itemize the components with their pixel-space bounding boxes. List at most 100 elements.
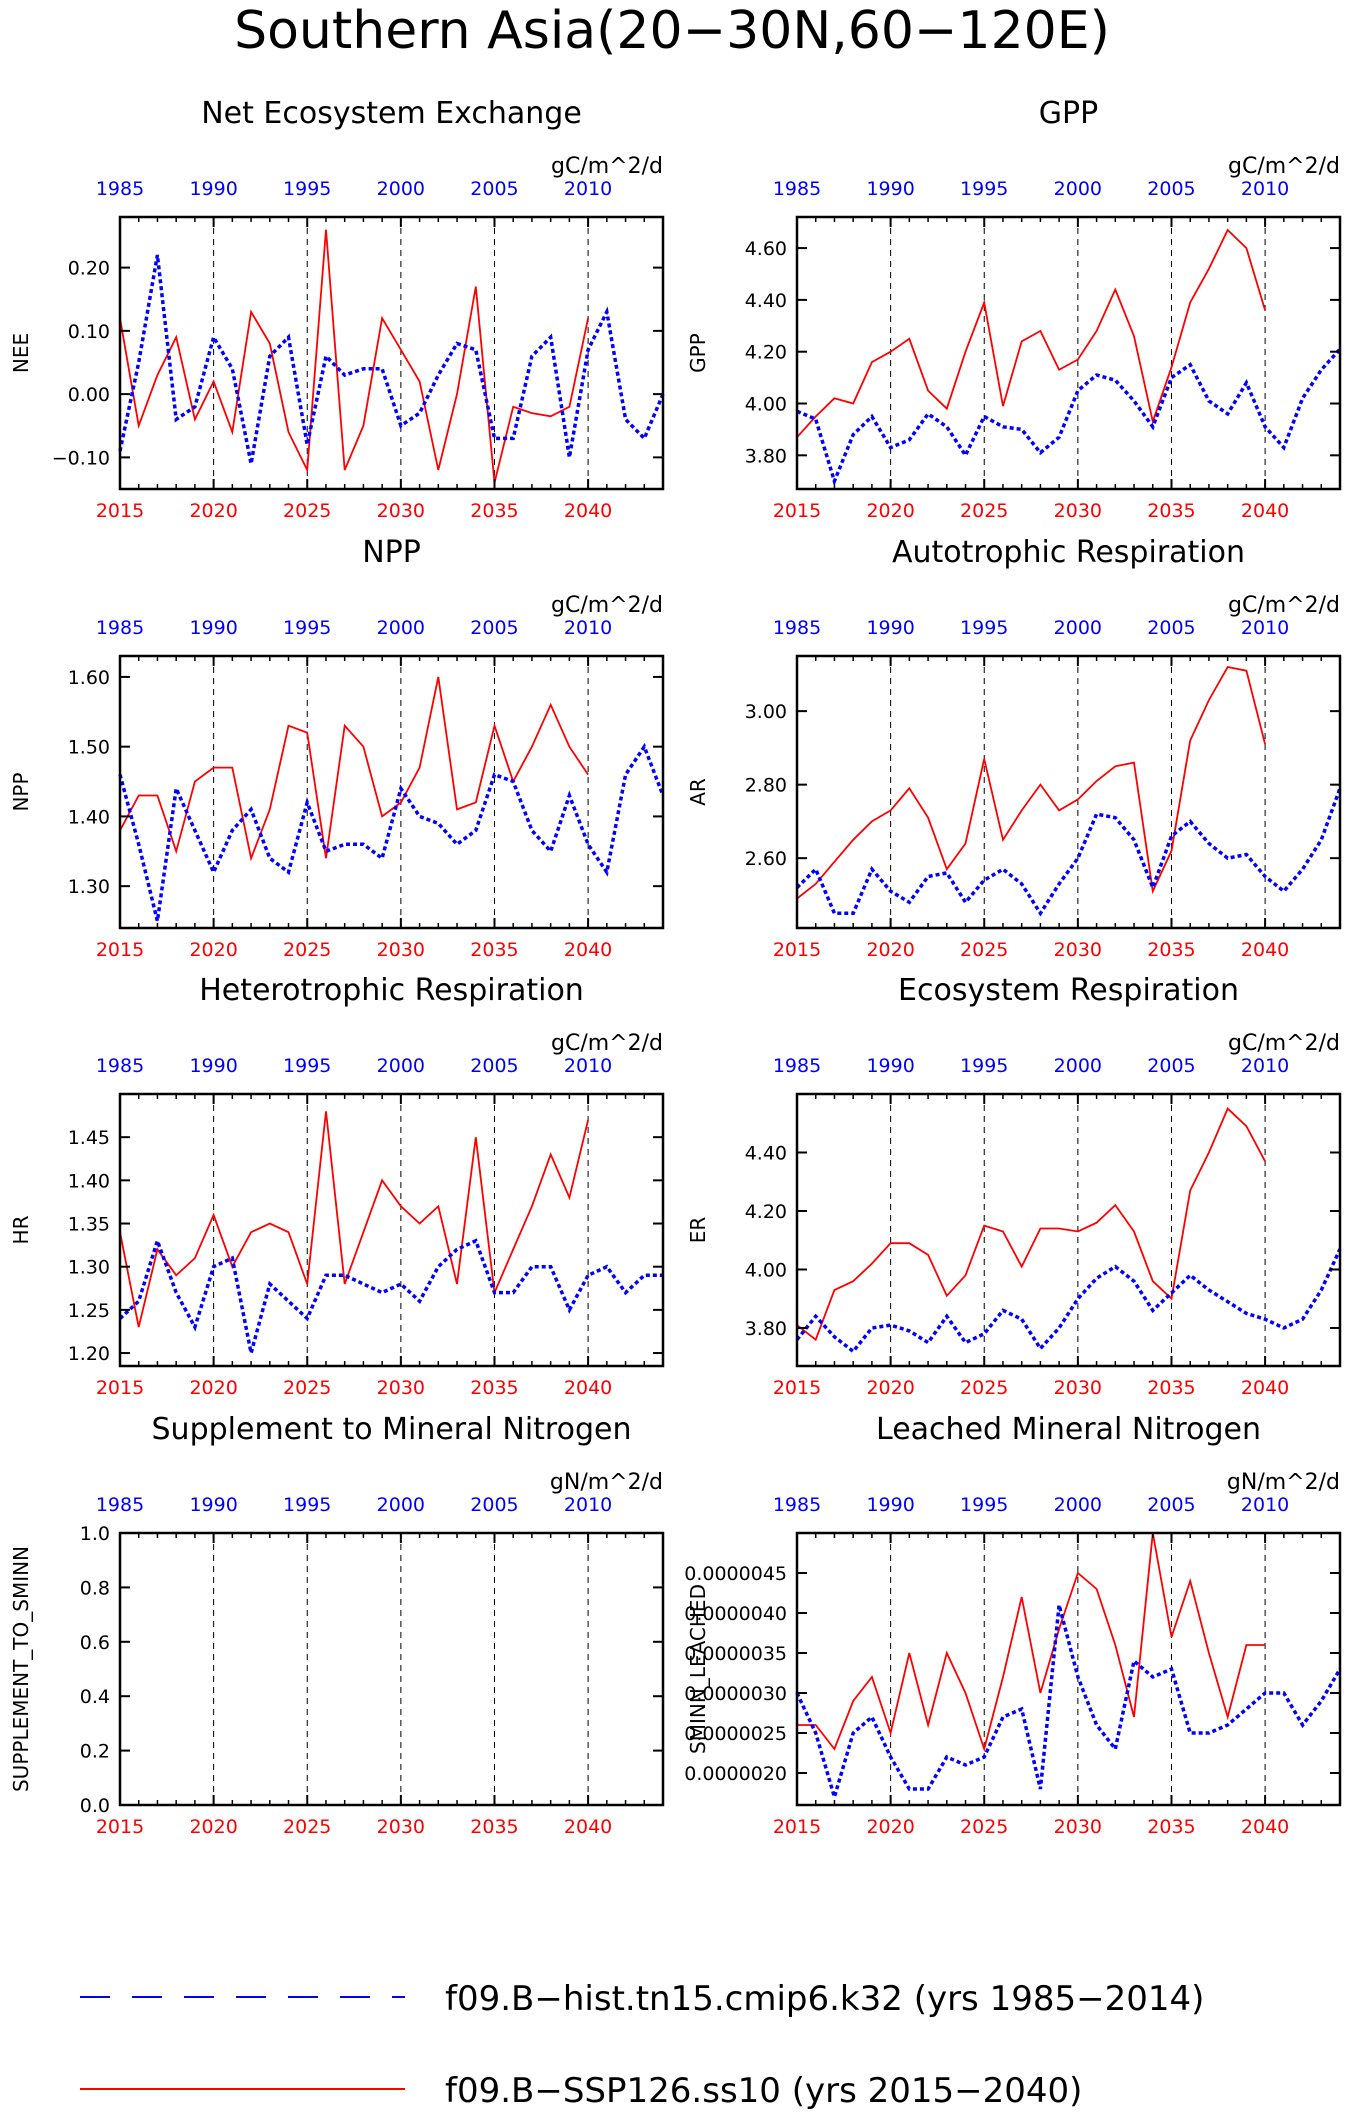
x-tick-label-top: 2010: [564, 617, 612, 639]
y-tick-label: 0.0000040: [684, 1603, 787, 1625]
x-tick-label-bottom: 2035: [470, 500, 518, 522]
y-tick-label: 1.0: [80, 1523, 110, 1545]
x-tick-label-top: 2000: [377, 1494, 425, 1516]
y-tick-label: 0.8: [80, 1577, 110, 1599]
series-line-hist: [118, 1235, 663, 1354]
y-tick-label: 0.4: [80, 1686, 110, 1708]
y-tick-label: 0.10: [68, 321, 110, 343]
chart-panel-2: NPP gC/m^2/d 2015 2020 2025 2030 2035 2040 1985 1…: [9, 535, 665, 961]
x-tick-label-top: 1995: [960, 617, 1008, 639]
x-tick-label-bottom: 2025: [960, 1377, 1008, 1399]
panel-title: Ecosystem Respiration: [898, 973, 1239, 1008]
x-tick-label-bottom: 2025: [960, 939, 1008, 961]
y-tick-label: 0.0000035: [684, 1643, 787, 1665]
series-line-hist: [118, 254, 665, 465]
y-tick-label: 0.0000030: [684, 1683, 787, 1705]
x-tick-label-top: 1995: [283, 178, 331, 200]
plot-frame: [795, 1092, 1342, 1368]
x-tick-label-bottom: 2025: [283, 1377, 331, 1399]
x-tick-label-bottom: 2015: [96, 1377, 144, 1399]
x-tick-label-top: 2000: [1054, 178, 1102, 200]
legend-ssp-label: f09.B−SSP126.ss10 (yrs 2015−2040): [445, 2071, 1082, 2111]
y-tick-label: 3.80: [745, 445, 787, 467]
y-tick-label: 1.40: [68, 1170, 110, 1192]
x-tick-label-top: 2010: [564, 1055, 612, 1077]
x-tick-label-bottom: 2020: [866, 939, 914, 961]
y-tick-label: −0.10: [52, 447, 110, 469]
x-tick-label-top: 2005: [1147, 1494, 1195, 1516]
x-tick-label-top: 2005: [1147, 617, 1195, 639]
y-tick-label: 1.35: [68, 1214, 110, 1236]
x-tick-label-bottom: 2035: [470, 939, 518, 961]
y-tick-label: 2.60: [745, 848, 787, 870]
x-tick-label-top: 2000: [377, 617, 425, 639]
x-tick-label-top: 1985: [96, 617, 144, 639]
x-tick-label-bottom: 2020: [866, 500, 914, 522]
series-line-ssp: [796, 665, 1266, 900]
x-tick-label-top: 1990: [189, 178, 237, 200]
units-label: gN/m^2/d: [1227, 1470, 1340, 1495]
y-axis-label: NEE: [9, 333, 33, 373]
x-tick-label-top: 1990: [866, 1055, 914, 1077]
y-tick-label: 1.50: [68, 737, 110, 759]
plot-frame: [118, 1531, 665, 1807]
x-tick-label-top: 1995: [960, 1494, 1008, 1516]
x-tick-label-bottom: 2040: [1241, 939, 1289, 961]
x-tick-label-top: 1995: [283, 1494, 331, 1516]
y-tick-label: 1.45: [68, 1127, 110, 1149]
units-label: gN/m^2/d: [550, 1470, 663, 1495]
x-tick-label-bottom: 2025: [283, 939, 331, 961]
y-tick-label: 1.30: [68, 1257, 110, 1279]
y-tick-label: 4.00: [745, 394, 787, 416]
y-tick-label: 0.20: [68, 258, 110, 280]
x-tick-label-bottom: 2030: [377, 1816, 425, 1838]
y-tick-label: 0.0000025: [684, 1723, 787, 1745]
y-tick-label: 1.60: [68, 667, 110, 689]
x-tick-label-top: 1995: [960, 178, 1008, 200]
chart-panel-1: GPP gC/m^2/d 2015 2020 2025 2030 2035 2040 1985 1…: [686, 96, 1342, 522]
panel-title: NPP: [362, 535, 421, 570]
units-label: gC/m^2/d: [1228, 154, 1340, 179]
y-tick-label: 0.6: [80, 1632, 110, 1654]
x-tick-label-top: 1985: [773, 617, 821, 639]
x-tick-label-bottom: 2040: [564, 939, 612, 961]
x-tick-label-top: 1985: [773, 1055, 821, 1077]
x-tick-label-top: 1990: [866, 617, 914, 639]
x-tick-label-bottom: 2035: [1147, 500, 1195, 522]
plot-frame: [118, 215, 665, 491]
x-tick-label-bottom: 2030: [377, 939, 425, 961]
y-tick-label: 2.80: [745, 775, 787, 797]
chart-panel-3: Autotrophic Respiration gC/m^2/d 2015 2020 2…: [686, 535, 1342, 961]
x-tick-label-bottom: 2015: [96, 1816, 144, 1838]
x-tick-label-bottom: 2025: [960, 1816, 1008, 1838]
x-tick-label-bottom: 2020: [189, 1816, 237, 1838]
panel-title: Autotrophic Respiration: [892, 535, 1245, 570]
plot-frame: [118, 654, 665, 930]
plot-frame: [795, 215, 1342, 491]
y-tick-label: 4.40: [745, 1142, 787, 1164]
y-tick-label: 0.0: [80, 1795, 110, 1817]
y-tick-label: 0.00: [68, 384, 110, 406]
series-line-ssp: [119, 676, 589, 862]
panels-group: Net Ecosystem Exchange gC/m^2/d 2015 2020 20…: [9, 96, 1342, 1838]
x-tick-label-top: 1990: [866, 1494, 914, 1516]
y-axis-label: ER: [686, 1217, 710, 1244]
x-tick-label-bottom: 2030: [1054, 939, 1102, 961]
y-tick-label: 4.20: [745, 342, 787, 364]
x-tick-label-top: 2010: [564, 1494, 612, 1516]
y-tick-label: 0.0000020: [684, 1763, 787, 1785]
x-tick-label-top: 2005: [470, 1494, 518, 1516]
y-tick-label: 4.40: [745, 290, 787, 312]
y-axis-label: SUPPLEMENT_TO_SMINN: [9, 1546, 33, 1792]
x-tick-label-top: 2000: [1054, 1494, 1102, 1516]
x-tick-label-bottom: 2035: [1147, 939, 1195, 961]
y-tick-label: 0.2: [80, 1741, 110, 1763]
series-line-hist: [795, 1604, 1342, 1804]
plot-frame: [795, 654, 1342, 930]
units-label: gC/m^2/d: [551, 154, 663, 179]
series-line-ssp: [796, 1107, 1266, 1342]
series-line-hist: [118, 742, 665, 922]
series-line-hist: [795, 787, 1342, 917]
series-line-ssp: [797, 1532, 1266, 1753]
y-axis-label: AR: [686, 778, 710, 806]
